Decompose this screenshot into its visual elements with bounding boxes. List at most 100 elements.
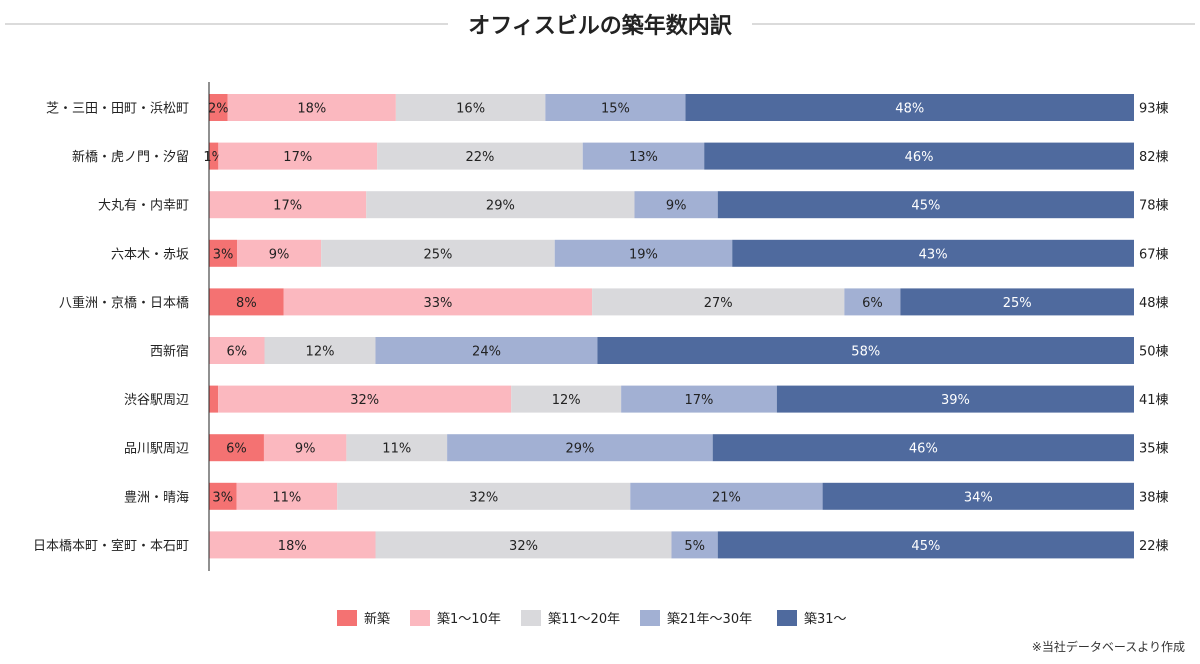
data-label: 29% — [565, 442, 594, 457]
y-tick-label: 新橋・虎ノ門・汐留 — [72, 149, 189, 165]
data-label: 9% — [295, 442, 316, 457]
legend-label: 築31～ — [804, 612, 847, 627]
y-tick-label: 日本橋本町・室町・本石町 — [33, 538, 189, 554]
bar-segment — [375, 531, 672, 559]
y-tick-label: 八重洲・京橋・日本橋 — [59, 295, 189, 311]
bar-segment — [634, 191, 718, 219]
legend-swatch — [410, 610, 430, 626]
bar-segment — [582, 142, 705, 170]
bar-segment — [630, 482, 823, 510]
bar-segment — [227, 94, 396, 121]
data-label: 13% — [629, 150, 658, 165]
data-label: 6% — [862, 296, 883, 311]
total-label: 50棟 — [1139, 345, 1169, 360]
data-label: 45% — [911, 199, 940, 214]
data-label: 32% — [469, 490, 498, 505]
bar-segment — [209, 142, 219, 170]
data-label: 33% — [423, 296, 452, 311]
data-label: 25% — [423, 247, 452, 262]
data-label: 17% — [283, 150, 312, 165]
bar-segment — [209, 94, 228, 121]
source-note: ※当社データベースより作成 — [1032, 639, 1185, 654]
legend-swatch — [640, 610, 660, 626]
legend-label: 新築 — [364, 611, 390, 627]
bar-segment — [283, 288, 593, 316]
bar-segment — [209, 385, 219, 413]
total-label: 67棟 — [1139, 247, 1169, 262]
data-label: 48% — [895, 102, 924, 117]
data-label: 17% — [273, 199, 302, 214]
data-label: 18% — [278, 539, 307, 554]
bar-segment — [822, 482, 1134, 510]
bar-segment — [621, 385, 777, 413]
data-label: 27% — [704, 296, 733, 311]
data-label: 46% — [909, 442, 938, 457]
data-label: 6% — [226, 442, 247, 457]
total-label: 38棟 — [1139, 490, 1169, 505]
data-label: 34% — [964, 490, 993, 505]
data-label: 5% — [684, 539, 705, 554]
data-label: 25% — [1003, 296, 1032, 311]
data-label: 21% — [712, 490, 741, 505]
y-tick-label: 渋谷駅周辺 — [124, 393, 189, 408]
bar-segment — [236, 482, 338, 510]
bar-segment — [209, 337, 265, 364]
data-label: 32% — [509, 539, 538, 554]
bar-segment — [671, 531, 718, 559]
data-label: 15% — [601, 102, 630, 117]
data-label: 11% — [272, 490, 301, 505]
bar-segment — [209, 482, 237, 510]
total-label: 41棟 — [1139, 393, 1169, 408]
legend-label: 築21年～30年 — [667, 612, 752, 627]
legend-swatch — [777, 610, 797, 626]
data-label: 3% — [212, 490, 233, 505]
bar-segment — [346, 434, 448, 462]
bar-segment — [263, 434, 347, 462]
legend-swatch — [337, 610, 357, 626]
data-label: 11% — [382, 442, 411, 457]
bar-segment — [377, 142, 583, 170]
bar-segment — [900, 288, 1134, 316]
total-label: 48棟 — [1139, 296, 1169, 311]
data-label: 19% — [629, 247, 658, 262]
data-label: 9% — [269, 247, 290, 262]
data-label: 3% — [213, 247, 234, 262]
bar-segment — [209, 288, 284, 316]
data-label: 29% — [486, 199, 515, 214]
legend-label: 築11～20年 — [548, 612, 620, 627]
data-label: 58% — [851, 345, 880, 360]
data-label: 9% — [666, 199, 687, 214]
total-label: 93棟 — [1139, 102, 1169, 117]
bar-segment — [218, 385, 512, 413]
data-label: 45% — [911, 539, 940, 554]
bar-segment — [209, 191, 367, 219]
bar-segment — [597, 337, 1134, 364]
chart-title: オフィスビルの築年数内訳 — [468, 13, 733, 39]
y-tick-label: 六本木・赤坂 — [111, 247, 189, 262]
bar-segment — [375, 337, 598, 364]
data-label: 22% — [466, 150, 495, 165]
bar-segment — [209, 531, 376, 559]
data-label: 46% — [905, 150, 934, 165]
bar-segment — [237, 239, 322, 267]
data-label: 16% — [456, 102, 485, 117]
bar-segment — [366, 191, 635, 219]
legend-swatch — [521, 610, 541, 626]
data-label: 39% — [941, 393, 970, 408]
total-label: 78棟 — [1139, 199, 1169, 214]
bar-segment — [592, 288, 845, 316]
total-label: 22棟 — [1139, 539, 1169, 554]
data-label: 2% — [208, 102, 229, 117]
bar-segment — [554, 239, 733, 267]
bar-segment — [712, 434, 1134, 462]
y-tick-label: 芝・三田・田町・浜松町 — [46, 101, 189, 117]
y-tick-label: 西新宿 — [150, 344, 189, 360]
data-label: 12% — [306, 345, 335, 360]
bar-segment — [395, 94, 546, 121]
legend: 新築 築1～10年 築11～20年 築21年～30年 築31～ — [337, 610, 847, 627]
bar-segment — [685, 94, 1134, 121]
bar-segment — [717, 191, 1134, 219]
bar-segment — [704, 142, 1134, 170]
bar-segment — [447, 434, 713, 462]
